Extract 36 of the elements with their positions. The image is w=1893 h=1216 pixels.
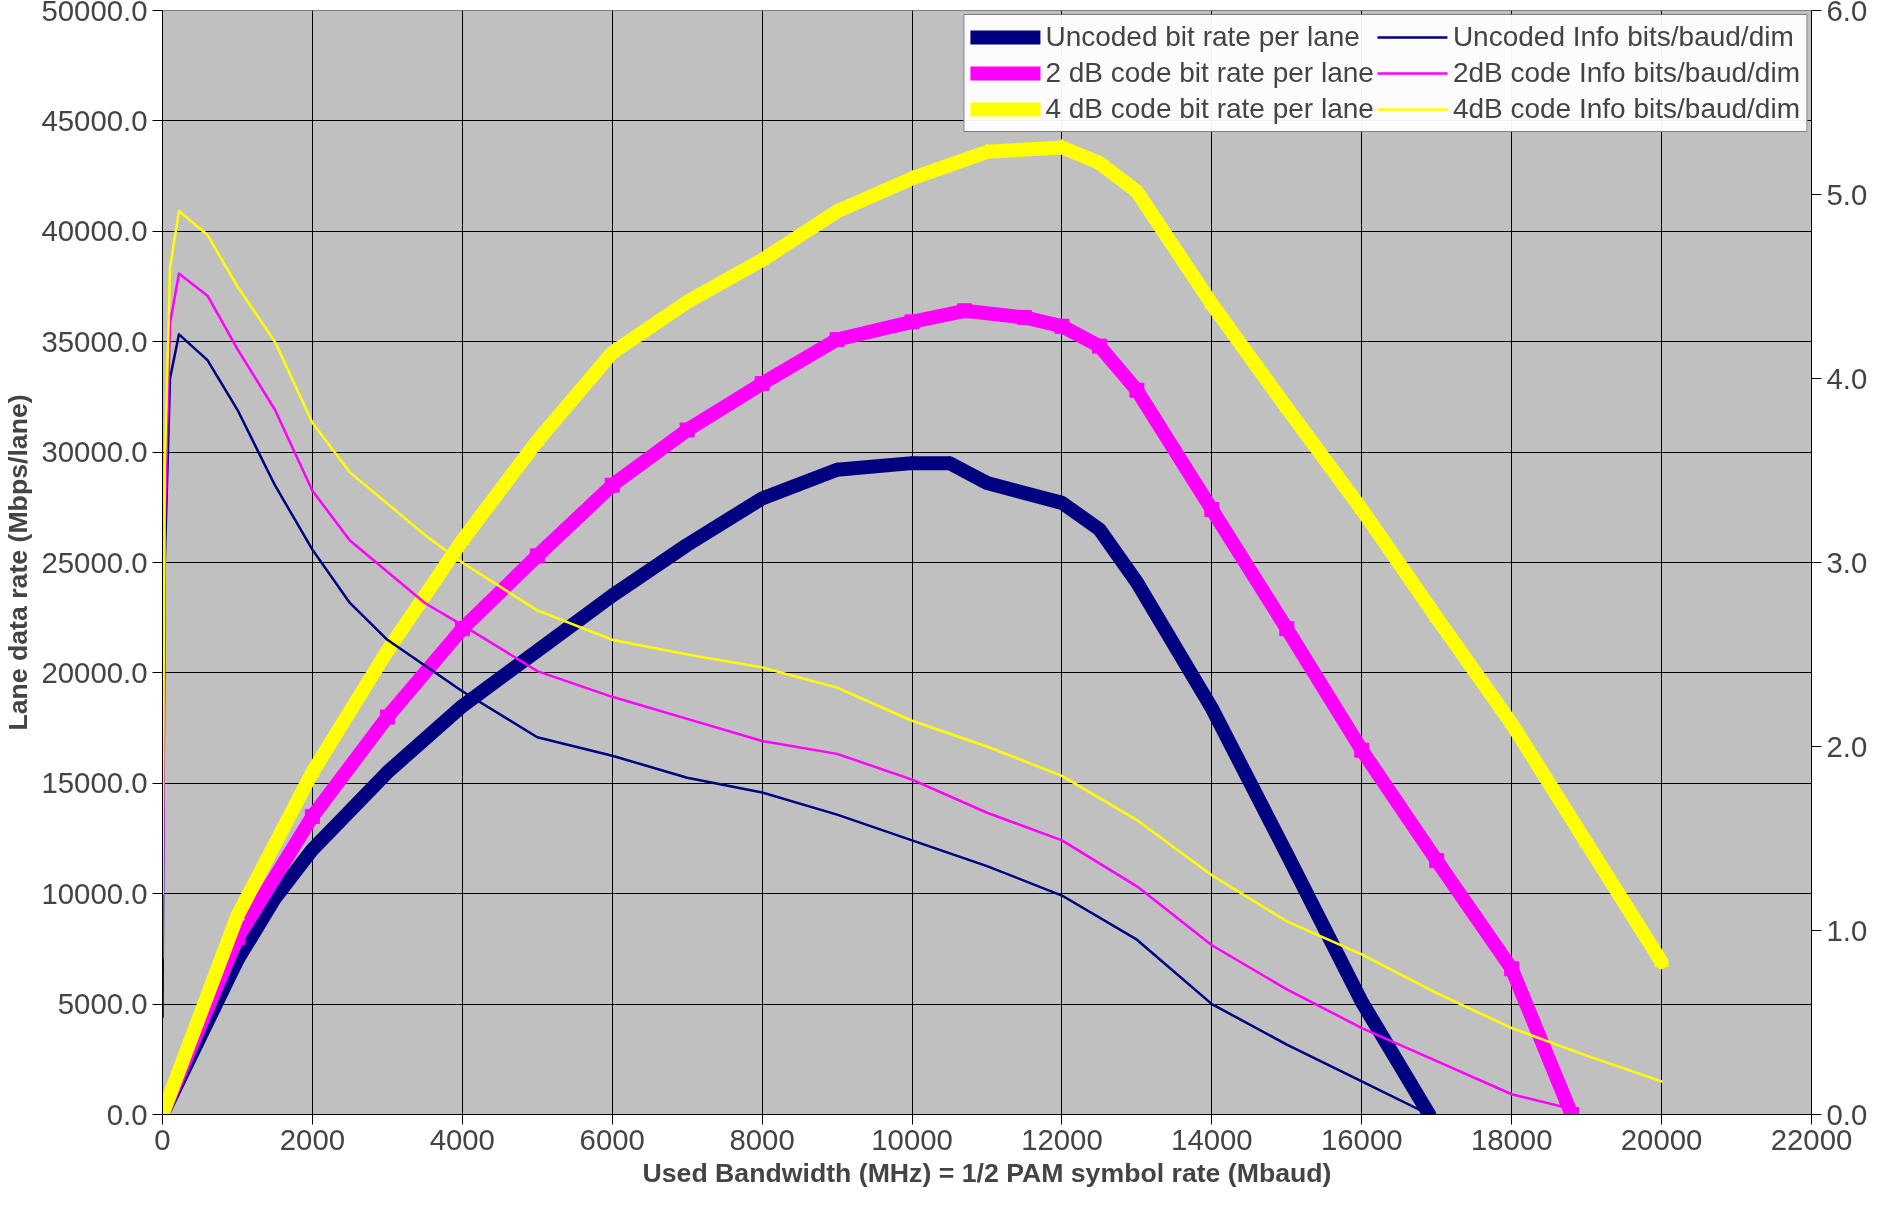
legend-label: Uncoded Info bits/baud/dim (1452, 21, 1794, 53)
y2-tick-label: 6.0 (1826, 0, 1868, 27)
x-tick-label: 16000 (1321, 1122, 1403, 1156)
y-tick-label: 35000.0 (41, 324, 148, 358)
x-tick-label: 8000 (729, 1122, 795, 1156)
y2-tick-label: 5.0 (1826, 177, 1868, 211)
y2-tick-label: 2.0 (1826, 729, 1868, 763)
x-tick-label: 4000 (429, 1122, 495, 1156)
x-tick-label: 10000 (871, 1122, 953, 1156)
x-tick-label: 2000 (279, 1122, 346, 1156)
y2-tick-label: 1.0 (1826, 913, 1868, 947)
y-tick-label: 25000.0 (41, 545, 148, 579)
y-tick-label: 15000.0 (41, 766, 148, 800)
y-tick-label: 30000.0 (41, 435, 148, 469)
legend-label: Uncoded bit rate per lane (1045, 21, 1360, 53)
x-axis-title: Used Bandwidth (MHz) = 1/2 PAM symbol rate (Mbaud) (642, 1157, 1332, 1188)
y-tick-label: 0.0 (106, 1097, 148, 1131)
y-tick-label: 45000.0 (41, 103, 148, 137)
x-tick-label: 6000 (579, 1122, 645, 1156)
legend-label: 2dB code Info bits/baud/dim (1452, 57, 1800, 89)
legend-label: 2 dB code bit rate per lane (1045, 57, 1374, 89)
y2-tick-label: 3.0 (1826, 545, 1868, 579)
y2-tick-label: 4.0 (1826, 361, 1868, 395)
legend-label: 4dB code Info bits/baud/dim (1452, 93, 1800, 125)
x-tick-label: 18000 (1470, 1122, 1553, 1156)
y-tick-label: 5000.0 (57, 987, 148, 1021)
x-tick-label: 14000 (1171, 1122, 1253, 1156)
y-tick-label: 20000.0 (41, 655, 148, 689)
x-tick-label: 20000 (1620, 1122, 1703, 1156)
y-tick-label: 10000.0 (41, 876, 148, 910)
y-axis-title: Lane data rate (Mbps/lane) (3, 394, 34, 731)
x-tick-label: 12000 (1021, 1122, 1103, 1156)
y-tick-label: 40000.0 (41, 214, 148, 248)
legend-label: 4 dB code bit rate per lane (1045, 93, 1374, 125)
x-tick-label: 0 (154, 1122, 171, 1156)
y-tick-label: 50000.0 (41, 0, 148, 27)
